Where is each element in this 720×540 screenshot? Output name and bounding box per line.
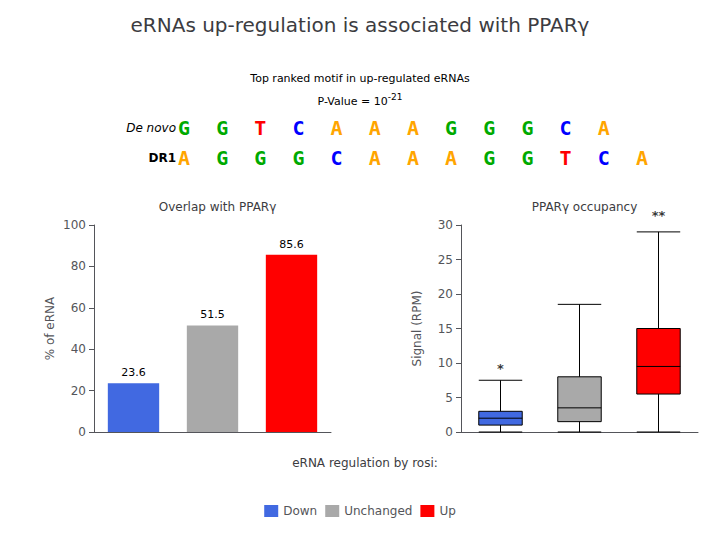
svg-text:5: 5 [445,391,453,405]
svg-text:A: A [369,146,381,170]
svg-text:A: A [178,146,190,170]
svg-text:Overlap with PPARγ: Overlap with PPARγ [159,200,277,214]
svg-text:G: G [483,146,495,170]
svg-text:Up: Up [439,504,455,518]
svg-text:G: G [292,146,304,170]
svg-text:25: 25 [438,253,453,267]
svg-text:% of eRNA: % of eRNA [43,296,57,360]
svg-text:A: A [636,146,648,170]
svg-text:A: A [407,116,419,140]
svg-text:C: C [331,146,343,170]
svg-text:G: G [254,146,266,170]
svg-text:C: C [292,116,304,140]
svg-text:C: C [560,116,572,140]
svg-text:A: A [407,146,419,170]
svg-text:100: 100 [63,218,86,232]
svg-text:15: 15 [438,322,453,336]
svg-text:G: G [521,146,533,170]
svg-text:**: ** [652,208,666,223]
svg-text:A: A [598,116,610,140]
svg-text:*: * [497,361,504,376]
svg-text:30: 30 [438,218,453,232]
svg-text:Top ranked motif in up-regulat: Top ranked motif in up-regulated eRNAs [249,72,470,85]
svg-text:C: C [598,146,610,170]
svg-text:60: 60 [71,301,86,315]
svg-text:Signal (RPM): Signal (RPM) [410,291,424,367]
svg-text:23.6: 23.6 [121,366,146,379]
svg-text:-21: -21 [388,92,403,102]
svg-text:T: T [560,146,572,170]
svg-text:T: T [254,116,266,140]
svg-text:80: 80 [71,259,86,273]
svg-text:85.6: 85.6 [279,238,304,251]
svg-text:0: 0 [445,425,453,439]
svg-text:eRNA regulation by rosi:: eRNA regulation by rosi: [292,456,438,470]
svg-text:G: G [521,116,533,140]
svg-text:P-Value = 10: P-Value = 10 [318,95,388,108]
svg-text:10: 10 [438,356,453,370]
svg-text:0: 0 [78,425,86,439]
svg-text:G: G [445,116,457,140]
svg-text:De novo: De novo [126,121,176,135]
svg-text:A: A [331,116,343,140]
svg-text:A: A [369,116,381,140]
svg-text:G: G [216,116,228,140]
svg-text:Unchanged: Unchanged [344,504,412,518]
svg-text:PPARγ occupancy: PPARγ occupancy [532,200,638,214]
svg-text:G: G [483,116,495,140]
svg-text:51.5: 51.5 [200,308,225,321]
svg-text:20: 20 [71,384,86,398]
svg-text:20: 20 [438,287,453,301]
svg-text:G: G [178,116,190,140]
svg-text:A: A [445,146,457,170]
svg-text:DR1: DR1 [148,151,176,165]
svg-text:40: 40 [71,342,86,356]
svg-text:Down: Down [283,504,317,518]
svg-text:G: G [216,146,228,170]
svg-text:eRNAs up-regulation is associa: eRNAs up-regulation is associated with P… [131,13,590,37]
